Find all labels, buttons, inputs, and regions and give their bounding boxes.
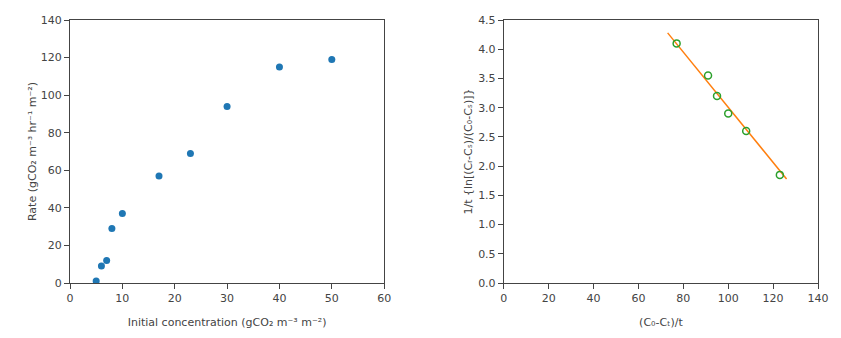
- svg-text:10: 10: [115, 292, 129, 305]
- svg-text:50: 50: [325, 292, 339, 305]
- svg-text:40: 40: [48, 202, 62, 215]
- svg-text:0.0: 0.0: [478, 277, 496, 290]
- svg-text:20: 20: [168, 292, 182, 305]
- svg-text:1.0: 1.0: [478, 218, 496, 231]
- svg-text:100: 100: [718, 292, 739, 305]
- svg-text:60: 60: [48, 164, 62, 177]
- svg-text:30: 30: [220, 292, 234, 305]
- svg-text:20: 20: [542, 292, 556, 305]
- svg-text:80: 80: [676, 292, 690, 305]
- svg-text:0: 0: [500, 292, 507, 305]
- svg-text:40: 40: [272, 292, 286, 305]
- svg-text:40: 40: [587, 292, 601, 305]
- svg-text:0.5: 0.5: [478, 248, 496, 261]
- svg-text:Initial concentration (gCO₂ m⁻: Initial concentration (gCO₂ m⁻³ m⁻²): [128, 316, 327, 329]
- svg-text:1.5: 1.5: [478, 189, 496, 202]
- svg-text:2.5: 2.5: [478, 131, 496, 144]
- svg-text:3.0: 3.0: [478, 102, 496, 115]
- svg-text:0: 0: [67, 292, 74, 305]
- svg-text:4.5: 4.5: [478, 14, 496, 27]
- svg-text:120: 120: [41, 51, 62, 64]
- svg-text:60: 60: [631, 292, 645, 305]
- svg-text:20: 20: [48, 239, 62, 252]
- svg-text:3.5: 3.5: [478, 72, 496, 85]
- svg-text:Rate (gCO₂ m⁻³ hr⁻¹ m⁻²): Rate (gCO₂ m⁻³ hr⁻¹ m⁻²): [26, 82, 39, 221]
- svg-text:60: 60: [377, 292, 391, 305]
- svg-text:120: 120: [763, 292, 784, 305]
- svg-text:80: 80: [48, 127, 62, 140]
- svg-text:100: 100: [41, 89, 62, 102]
- svg-text:140: 140: [41, 14, 62, 27]
- svg-text:(C₀-Cₜ)/t: (C₀-Cₜ)/t: [639, 316, 683, 329]
- svg-text:4.0: 4.0: [478, 43, 496, 56]
- svg-text:0: 0: [55, 277, 62, 290]
- svg-text:2.0: 2.0: [478, 160, 496, 173]
- svg-text:140: 140: [808, 292, 829, 305]
- svg-text:1/t {ln[(Cᵣ-Cₛ)/(C₀-Cₛ)]}: 1/t {ln[(Cᵣ-Cₛ)/(C₀-Cₛ)]}: [462, 88, 475, 214]
